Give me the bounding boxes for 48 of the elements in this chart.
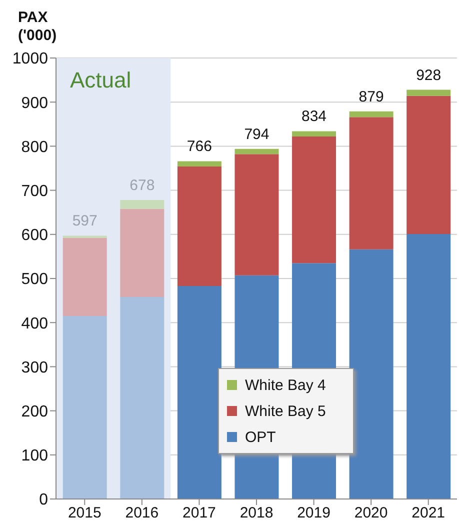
- bar: [62, 316, 107, 499]
- bar: [349, 111, 394, 118]
- y-tick-label: 1000: [12, 50, 48, 68]
- bar: [120, 200, 164, 209]
- x-tick-label: 2015: [68, 504, 102, 522]
- y-tick-label: 600: [21, 227, 48, 244]
- x-tick-label: 2020: [354, 504, 388, 522]
- bar: [177, 166, 222, 286]
- band-label: Actual: [70, 68, 132, 93]
- x-tick-label: 2018: [240, 504, 274, 522]
- bar: [234, 154, 279, 276]
- bar: [349, 117, 394, 250]
- bar: [120, 297, 164, 499]
- legend-label: OPT: [245, 428, 276, 446]
- y-axis-title: PAX ('000): [18, 9, 57, 44]
- bar: [234, 148, 279, 154]
- total-label: 794: [244, 126, 270, 143]
- total-label: 928: [416, 66, 442, 84]
- total-label: 678: [130, 177, 155, 194]
- x-tick-label: 2017: [182, 504, 216, 522]
- bar: [406, 234, 451, 499]
- total-label: 766: [186, 138, 212, 156]
- y-tick-label: 0: [39, 492, 48, 509]
- y-tick-label: 900: [21, 94, 48, 112]
- bar: [292, 131, 336, 136]
- bar: [177, 161, 222, 166]
- y-tick-label: 800: [21, 138, 48, 156]
- x-tick-label: 2021: [412, 504, 446, 522]
- y-tick-label: 700: [21, 182, 48, 200]
- bar: [349, 249, 394, 499]
- y-tick-label: 500: [21, 271, 48, 288]
- x-tick-label: 2016: [125, 504, 159, 522]
- bar: [62, 238, 107, 316]
- y-tick-label: 400: [21, 315, 48, 332]
- y-tick-label: 200: [21, 403, 48, 420]
- bar: [406, 96, 451, 234]
- legend-label: White Bay 5: [245, 402, 326, 420]
- y-tick-label: 100: [21, 448, 48, 465]
- bar: [177, 286, 222, 499]
- bar: [292, 136, 336, 264]
- bar: [406, 90, 451, 96]
- legend-label: White Bay 4: [245, 376, 326, 394]
- total-label: 597: [72, 212, 98, 230]
- total-label: 879: [358, 88, 384, 106]
- total-label: 834: [302, 108, 327, 126]
- x-tick-label: 2019: [297, 504, 330, 522]
- y-tick-label: 300: [21, 359, 48, 376]
- bar: [120, 208, 164, 298]
